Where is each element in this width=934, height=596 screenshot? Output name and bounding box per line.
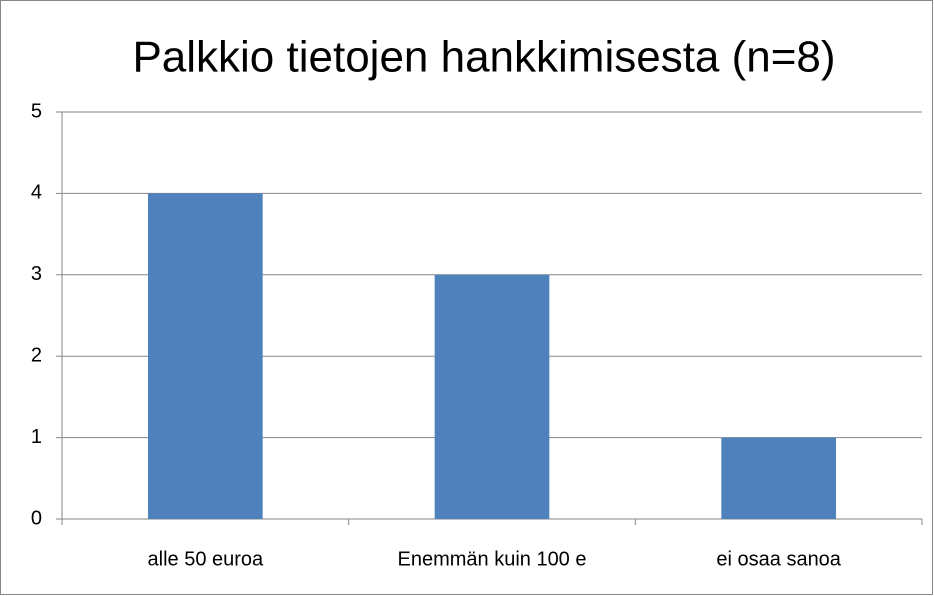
y-tick-label: 4	[31, 182, 42, 204]
y-tick-label: 1	[31, 426, 42, 448]
bar	[148, 193, 263, 519]
chart-title: Palkkio tietojen hankkimisesta (n=8)	[132, 33, 835, 82]
y-tick-label: 0	[31, 507, 42, 529]
x-tick-label: alle 50 euroa	[148, 548, 265, 570]
bar	[434, 274, 550, 519]
x-tick-label: Enemmän kuin 100 e	[397, 548, 586, 570]
y-tick-label: 3	[31, 263, 42, 285]
y-tick-label: 2	[31, 344, 42, 366]
y-tick-label: 5	[31, 100, 42, 122]
x-tick-label: ei osaa sanoa	[716, 548, 841, 570]
bar	[721, 437, 836, 519]
